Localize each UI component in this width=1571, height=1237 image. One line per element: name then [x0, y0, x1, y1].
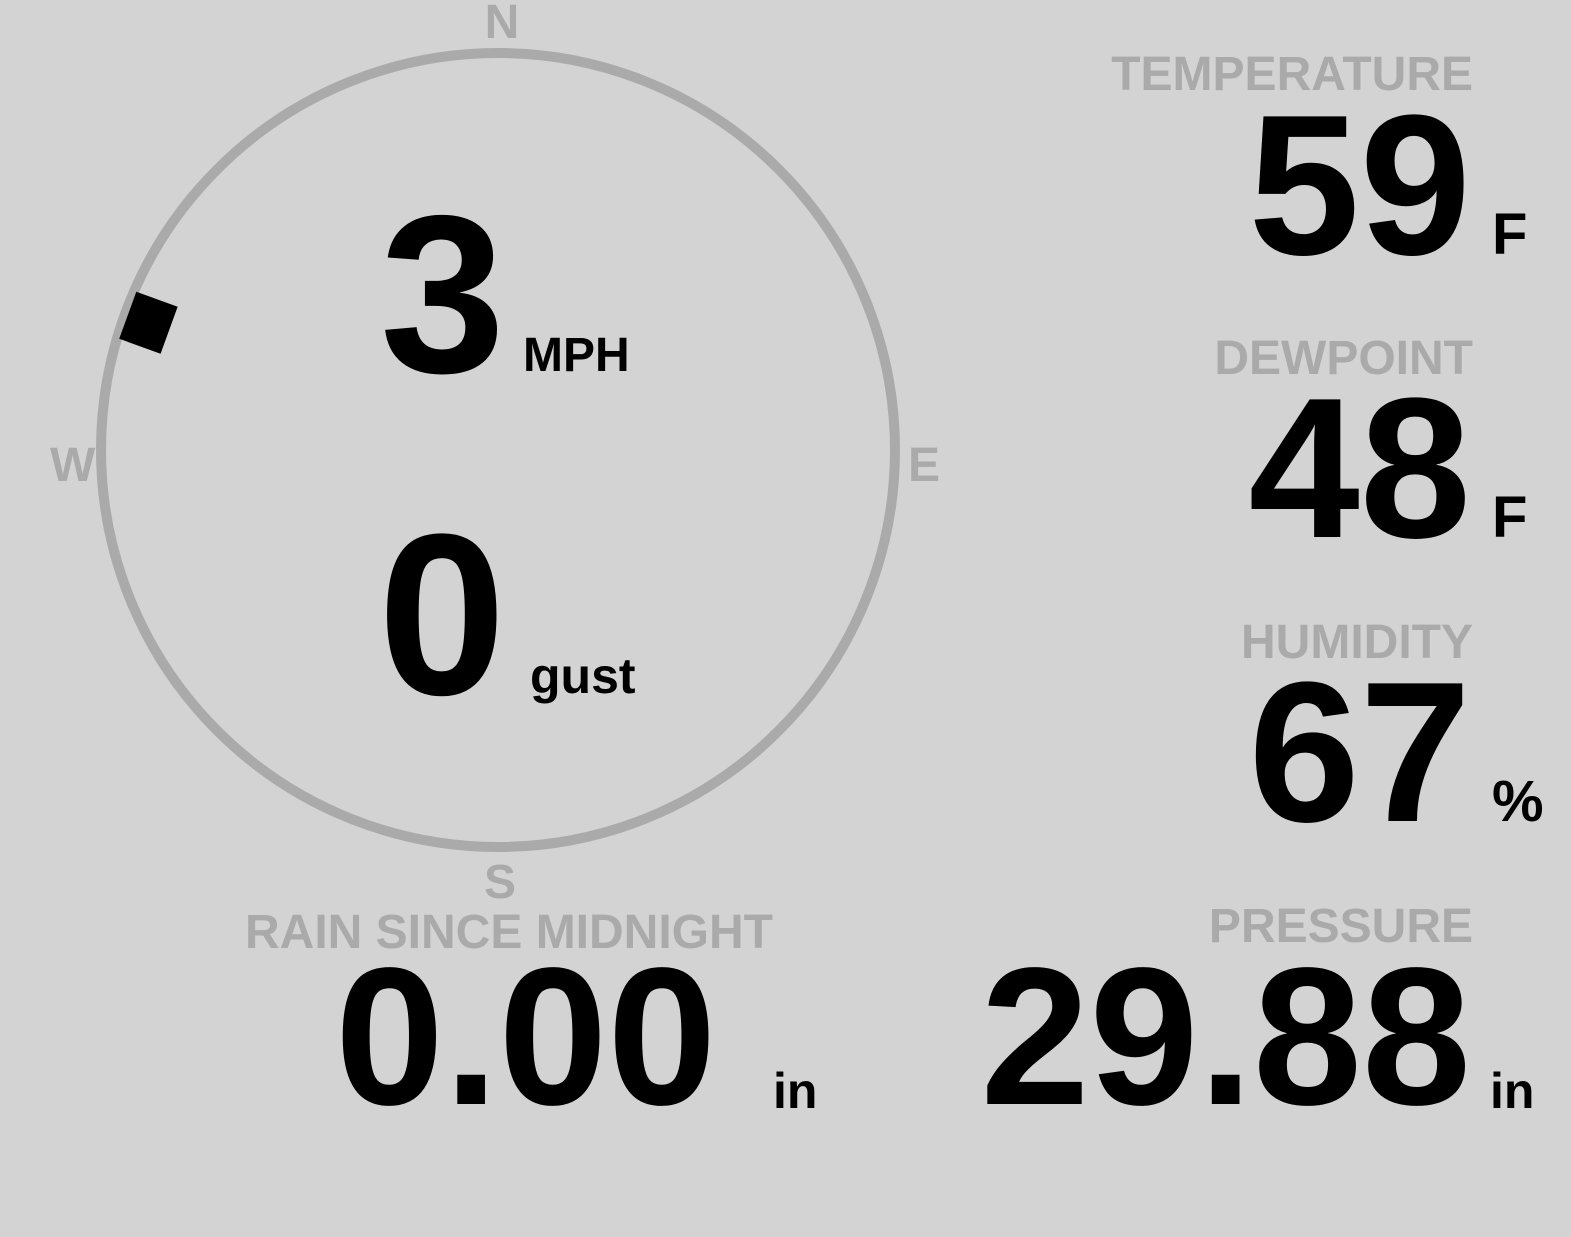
- pressure-label: PRESSURE: [1208, 900, 1473, 953]
- wind-speed-unit: MPH: [523, 329, 630, 382]
- rain-unit: in: [773, 1063, 818, 1119]
- humidity-unit: %: [1492, 769, 1544, 834]
- compass-west: W: [50, 439, 96, 492]
- rain-label: RAIN SINCE MIDNIGHT: [245, 906, 773, 959]
- dewpoint-value: 48: [1248, 357, 1471, 580]
- wind-gust: 0: [378, 486, 506, 743]
- temperature-value: 59: [1248, 74, 1471, 297]
- wind-gust-unit: gust: [530, 648, 636, 704]
- compass-south: S: [483, 856, 517, 909]
- compass-north: N: [484, 0, 520, 49]
- dewpoint-unit: F: [1492, 485, 1528, 550]
- humidity-value: 67: [1248, 641, 1471, 864]
- wind-speed: 3: [380, 168, 506, 420]
- temperature-unit: F: [1492, 202, 1528, 267]
- wind-direction-marker: [119, 291, 178, 354]
- compass-ring: [96, 48, 900, 852]
- rain-value: 0.00: [335, 927, 717, 1146]
- pressure-unit: in: [1490, 1063, 1535, 1119]
- temperature-label: TEMPERATURE: [1111, 48, 1473, 101]
- compass-east: E: [908, 439, 941, 492]
- dewpoint-label: DEWPOINT: [1214, 332, 1473, 385]
- humidity-label: HUMIDITY: [1241, 616, 1473, 669]
- pressure-value: 29.88: [980, 927, 1471, 1146]
